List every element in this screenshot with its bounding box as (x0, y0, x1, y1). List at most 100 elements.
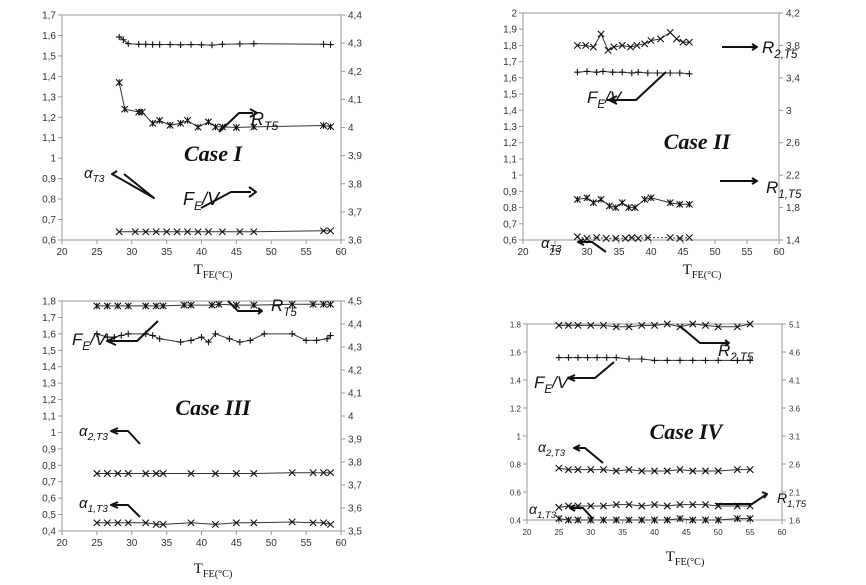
y-left-tick-label: 1.4 (510, 377, 522, 386)
data-point (218, 228, 227, 236)
y-right-tick-label: 3,9 (348, 151, 362, 162)
data-point (319, 121, 328, 130)
series-annotation-label: R2,T5 (718, 341, 754, 364)
data-point (236, 228, 244, 236)
data-point (635, 68, 642, 76)
data-point (676, 501, 684, 509)
data-point (138, 108, 146, 116)
data-point (326, 469, 335, 477)
y-right-tick-label: 4.1 (789, 377, 801, 386)
chart-title: Case I (184, 141, 244, 166)
series-annotation: α1,T3 (79, 495, 141, 518)
data-point (633, 41, 641, 50)
data-point (599, 68, 607, 75)
x-tick-label: 60 (778, 528, 787, 537)
y-left-tick-label: 1.6 (510, 349, 522, 358)
data-point (309, 300, 317, 308)
y-right-tick-label: 3,6 (348, 504, 362, 515)
data-point (666, 199, 674, 207)
data-point (319, 469, 328, 477)
annotation-arrow (573, 444, 604, 464)
data-point (211, 520, 220, 529)
data-point (114, 302, 122, 310)
data-point (673, 35, 681, 43)
series--2-t3 (93, 469, 335, 478)
data-point (205, 338, 212, 346)
data-point (159, 302, 167, 310)
series-line (96, 303, 331, 307)
data-point (647, 36, 655, 45)
y-left-tick-label: 0,4 (42, 527, 56, 538)
data-point (163, 228, 171, 236)
x-axis-label: TFE(°C) (194, 262, 233, 281)
data-point (583, 194, 591, 202)
x-tick-label: 20 (56, 538, 68, 549)
data-point (644, 233, 652, 242)
data-point (573, 233, 581, 241)
data-point (583, 234, 591, 242)
data-point (625, 323, 633, 331)
annotation-arrow (200, 186, 257, 209)
series-annotation: R1,T5 (720, 177, 802, 201)
y-left-tick-label: 1.2 (510, 405, 522, 414)
data-point (152, 469, 160, 478)
y-left-tick-label: 1,4 (42, 72, 56, 83)
data-point (114, 519, 122, 527)
data-point (676, 466, 684, 474)
data-point (746, 320, 754, 328)
data-point (663, 502, 671, 510)
data-point (599, 321, 608, 329)
data-point (612, 323, 620, 331)
data-point (288, 469, 296, 477)
data-point (573, 195, 581, 204)
data-point (666, 233, 674, 242)
data-point (173, 228, 181, 236)
data-point (555, 354, 563, 361)
y-left-tick-label: 1,3 (503, 122, 517, 133)
x-tick-label: 40 (196, 247, 208, 258)
data-point (250, 40, 258, 47)
data-point (114, 469, 122, 478)
series-line (558, 323, 751, 328)
data-point (689, 320, 697, 328)
x-tick-label: 55 (741, 247, 753, 258)
chart-panel-1: 20 25 30 35 40 45 50 55 60 0,6 0,7 0,8 0,9 1 1,1 1,2 1,3… (42, 11, 362, 282)
data-point (702, 357, 709, 364)
y-left-tick-label: 0,7 (503, 219, 517, 230)
y-left-tick-label: 1,3 (42, 379, 56, 390)
data-point (103, 469, 111, 478)
data-point (650, 516, 659, 524)
x-tick-label: 25 (91, 538, 103, 549)
data-point (326, 123, 335, 131)
x-tick-label: 60 (773, 247, 785, 258)
data-point (733, 323, 741, 331)
data-point (631, 203, 639, 212)
data-point (689, 516, 697, 524)
annotation-arrow (218, 108, 258, 133)
data-point (194, 228, 202, 236)
data-point (593, 68, 600, 76)
data-point (120, 36, 127, 43)
data-point (177, 338, 184, 346)
data-point (587, 321, 595, 329)
data-point (555, 321, 563, 329)
y-right-tick-label: 4,2 (348, 67, 362, 78)
y-left-tick-label: 0,8 (42, 195, 56, 206)
data-point (746, 515, 754, 523)
data-point (142, 469, 150, 478)
annotation-arrow (111, 170, 155, 199)
x-tick-label: 60 (335, 247, 347, 258)
data-point (187, 337, 195, 344)
annotation-arrow (716, 491, 768, 505)
data-point (204, 228, 213, 236)
data-point (574, 516, 582, 524)
x-tick-label: 25 (91, 247, 103, 258)
data-point (689, 357, 696, 364)
y-left-tick-label: 1 (50, 428, 56, 439)
y-right-tick-label: 3,7 (348, 207, 362, 218)
y-right-tick-label: 4,4 (348, 11, 362, 22)
data-point (156, 335, 163, 342)
data-point (236, 338, 244, 346)
series-annotation-label: FE/V (72, 330, 108, 353)
y-left-tick-label: 0,9 (503, 187, 517, 198)
